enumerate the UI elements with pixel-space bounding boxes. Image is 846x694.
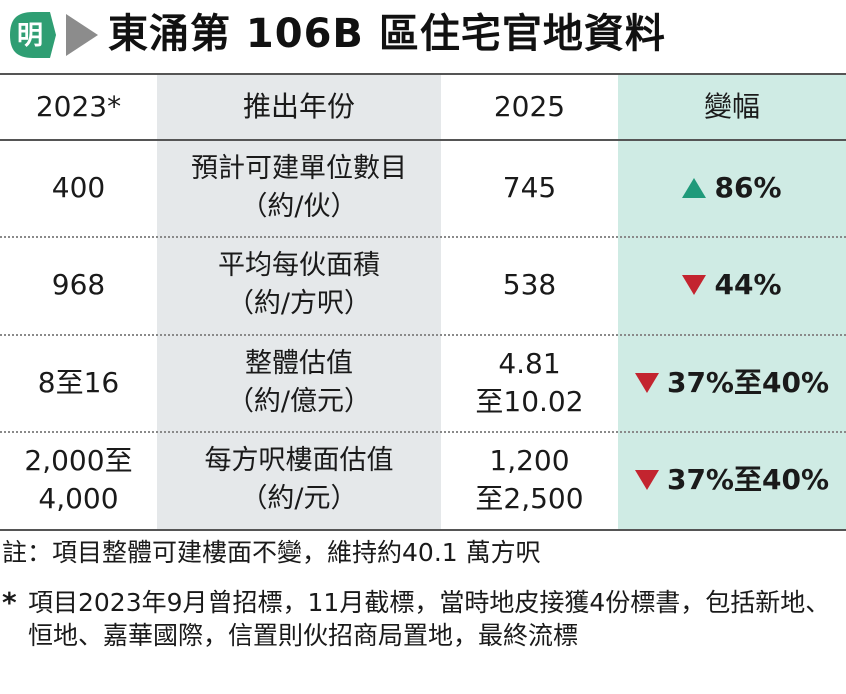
table-row: 400 預計可建單位數目 （約/伙） 745 86% — [0, 139, 846, 236]
down-triangle-icon — [682, 275, 707, 295]
change-cell: 37%至40% — [618, 334, 846, 431]
change-column-bg — [618, 75, 846, 529]
change-cell: 44% — [618, 236, 846, 334]
down-triangle-icon — [634, 372, 659, 393]
change-value: 44% — [714, 268, 782, 301]
value-2023: 968 — [51, 268, 106, 301]
header-rule — [0, 73, 846, 75]
footnote-star-text: 項目2023年9月曾招標，11月截標，當時地皮接獲4份標書，包括新地、恒地、嘉華… — [28, 588, 831, 650]
change-cell: 37%至40% — [618, 431, 846, 529]
value-2023: 8至16 — [37, 365, 120, 399]
down-triangle-icon — [634, 470, 659, 490]
table-bottom-rule — [0, 529, 846, 531]
row-label: 整體估值 （約/億元） — [226, 347, 372, 417]
label-column-bg — [157, 75, 441, 529]
value-2025: 538 — [502, 268, 557, 301]
row-divider — [0, 431, 846, 433]
value-2025: 745 — [502, 170, 557, 204]
footnote-general: 註：項目整體可建樓面不變，維持約40.1 萬方呎 — [2, 538, 541, 567]
logo-char: 明 — [17, 21, 43, 51]
asterisk: * — [2, 586, 17, 619]
page-title: 東涌第 106B 區住宅官地資料 — [108, 11, 666, 57]
change-value: 86% — [714, 170, 782, 204]
header-2025: 2025 — [493, 90, 566, 123]
row-label: 平均每伙面積 （約/方呎） — [218, 250, 380, 319]
row-divider — [0, 334, 846, 336]
ming-pao-logo: 明 — [10, 12, 56, 58]
value-2025: 1,200 至2,500 — [475, 444, 584, 515]
change-value: 37%至40% — [666, 463, 830, 496]
header-2023: 2023* — [35, 90, 122, 123]
row-divider — [0, 236, 846, 238]
header: 明 東涌第 106B 區住宅官地資料 — [0, 0, 846, 70]
header-change: 變幅 — [703, 90, 760, 123]
table-row: 968 平均每伙面積 （約/方呎） 538 44% — [0, 236, 846, 334]
header-divider — [0, 139, 846, 141]
row-label: 預計可建單位數目 （約/伙） — [191, 152, 407, 222]
table-row: 2,000至 4,000 每方呎樓面估值 （約/元） 1,200 至2,500 37%… — [0, 431, 846, 529]
change-value: 37%至40% — [666, 365, 830, 399]
title-arrow-icon — [66, 14, 98, 56]
value-2023: 400 — [51, 170, 106, 204]
header-item: 推出年份 — [242, 90, 355, 123]
table-header-row: 2023* 推出年份 2025 變幅 — [0, 75, 846, 139]
row-label: 每方呎樓面估值 （約/元） — [204, 445, 394, 514]
footnote-star: * 項目2023年9月曾招標，11月截標，當時地皮接獲4份標書，包括新地、恒地、… — [2, 586, 842, 652]
value-2023: 2,000至 4,000 — [24, 444, 133, 515]
table-row: 8至16 整體估值 （約/億元） 4.81 至10.02 37%至40% — [0, 334, 846, 431]
value-2025: 4.81 至10.02 — [475, 346, 584, 418]
change-cell: 86% — [618, 139, 846, 236]
up-triangle-icon — [682, 177, 707, 198]
